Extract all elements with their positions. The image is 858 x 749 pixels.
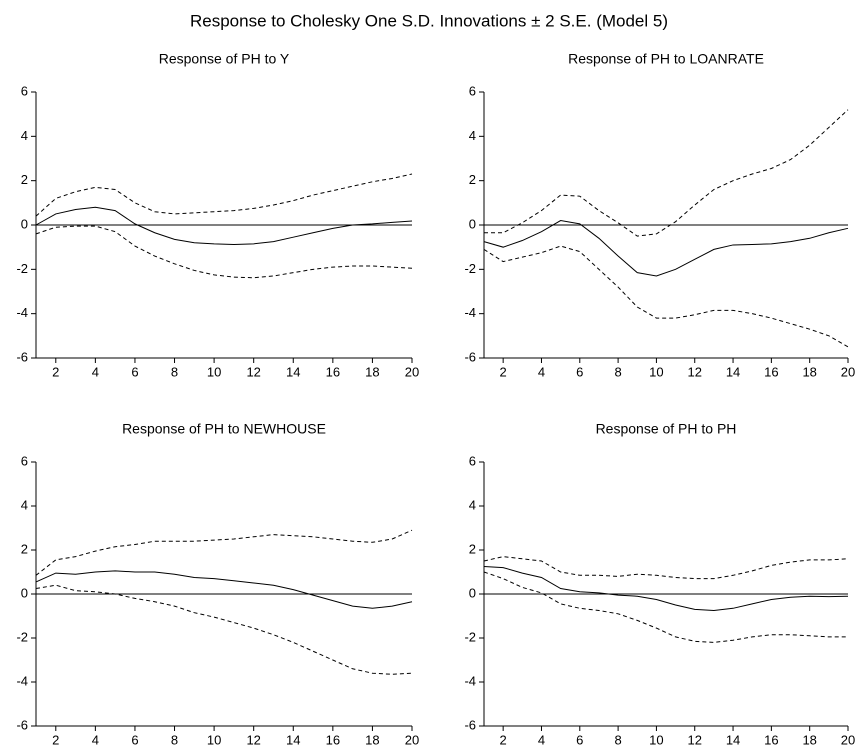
- panel: Response of PH to PH -6 -4 -2 0 2 4 6 2 4 6 8 10 12 14…: [464, 421, 855, 748]
- panel-title: Response of PH to PH: [596, 421, 737, 437]
- x-tick-label: 20: [841, 364, 855, 379]
- y-tick-label: 6: [21, 83, 28, 98]
- x-tick-label: 4: [92, 732, 99, 747]
- x-tick-label: 18: [802, 364, 816, 379]
- x-tick-label: 12: [688, 364, 702, 379]
- x-tick-label: 6: [576, 364, 583, 379]
- band-line: [35, 584, 413, 675]
- x-tick-label: 10: [207, 364, 221, 379]
- x-tick-label: 12: [246, 364, 260, 379]
- y-tick-label: -4: [464, 673, 476, 688]
- band-line: [484, 109, 849, 237]
- x-tick-label: 8: [614, 732, 621, 747]
- x-tick-label: 16: [764, 732, 778, 747]
- band-line: [483, 245, 849, 348]
- x-tick-label: 8: [614, 364, 621, 379]
- y-tick-label: 2: [21, 541, 28, 556]
- x-tick-label: 14: [286, 364, 300, 379]
- x-tick-label: 4: [538, 364, 545, 379]
- x-tick-label: 2: [500, 364, 507, 379]
- x-tick-label: 10: [649, 732, 663, 747]
- panel: Response of PH to LOANRATE -6 -4 -2 0 2 4 6 2 4 6 8…: [464, 51, 855, 380]
- y-tick-label: 4: [21, 497, 28, 512]
- x-tick-label: 8: [171, 364, 178, 379]
- x-tick-label: 8: [171, 732, 178, 747]
- x-tick-label: 12: [688, 732, 702, 747]
- y-tick-label: -4: [16, 305, 28, 320]
- y-tick-label: 2: [469, 541, 476, 556]
- x-tick-label: 14: [286, 732, 300, 747]
- x-tick-label: 4: [92, 364, 99, 379]
- x-tick-label: 18: [365, 732, 379, 747]
- x-tick-label: 18: [365, 364, 379, 379]
- y-tick-label: -4: [464, 305, 476, 320]
- y-tick-label: 6: [21, 453, 28, 468]
- response-line: [35, 570, 413, 609]
- x-tick-label: 10: [649, 364, 663, 379]
- y-tick-label: 2: [469, 172, 476, 187]
- y-tick-label: 6: [469, 453, 476, 468]
- response-line: [483, 566, 849, 612]
- x-tick-label: 14: [726, 732, 740, 747]
- x-tick-label: 18: [802, 732, 816, 747]
- figure-title: Response to Cholesky One S.D. Innovation…: [190, 11, 668, 30]
- x-tick-label: 12: [246, 732, 260, 747]
- y-tick-label: -6: [16, 717, 28, 732]
- panel: Response of PH to Y -6 -4 -2 0 2 4 6 2 4 6 8 10 12 14 1…: [16, 51, 419, 380]
- y-tick-label: 2: [21, 172, 28, 187]
- x-tick-label: 16: [326, 364, 340, 379]
- x-tick-label: 10: [207, 732, 221, 747]
- x-tick-label: 14: [726, 364, 740, 379]
- panel-title: Response of PH to NEWHOUSE: [122, 421, 326, 437]
- x-tick-label: 2: [52, 364, 59, 379]
- y-tick-label: 4: [469, 497, 476, 512]
- x-tick-label: 20: [405, 732, 419, 747]
- band-line: [483, 556, 849, 580]
- panel: Response of PH to NEWHOUSE -6 -4 -2 0 2 4 6 2 4 6 8…: [16, 421, 419, 748]
- x-tick-label: 6: [131, 732, 138, 747]
- y-tick-label: 6: [469, 83, 476, 98]
- y-tick-label: 0: [21, 216, 28, 231]
- y-tick-label: 0: [469, 585, 476, 600]
- x-tick-label: 20: [405, 364, 419, 379]
- y-tick-label: -6: [464, 349, 476, 364]
- y-tick-label: -2: [464, 629, 476, 644]
- x-tick-label: 20: [841, 732, 855, 747]
- x-tick-label: 2: [52, 732, 59, 747]
- y-tick-label: -6: [16, 349, 28, 364]
- y-tick-label: 4: [469, 128, 476, 143]
- band-line: [483, 571, 848, 643]
- y-tick-label: 0: [21, 585, 28, 600]
- y-tick-label: 0: [469, 216, 476, 231]
- response-line: [483, 220, 849, 277]
- x-tick-label: 6: [576, 732, 583, 747]
- band-line: [35, 225, 413, 279]
- x-tick-label: 4: [538, 732, 545, 747]
- y-tick-label: 4: [21, 128, 28, 143]
- x-tick-label: 16: [326, 732, 340, 747]
- x-tick-label: 16: [764, 364, 778, 379]
- y-tick-label: -2: [16, 629, 28, 644]
- panel-title: Response of PH to LOANRATE: [568, 51, 764, 67]
- panel-title: Response of PH to Y: [159, 51, 290, 67]
- x-tick-label: 2: [500, 732, 507, 747]
- y-tick-label: -2: [464, 261, 476, 276]
- response-line: [35, 206, 413, 246]
- band-line: [35, 529, 413, 576]
- y-tick-label: -4: [16, 673, 28, 688]
- band-line: [35, 173, 413, 217]
- x-tick-label: 6: [131, 364, 138, 379]
- y-tick-label: -2: [16, 261, 28, 276]
- y-tick-label: -6: [464, 717, 476, 732]
